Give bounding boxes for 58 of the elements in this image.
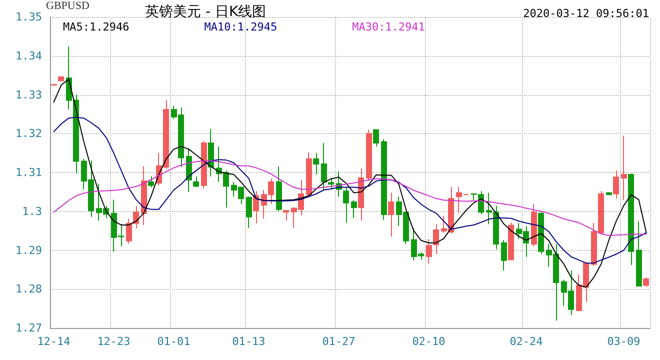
candlestick <box>276 166 282 212</box>
candlestick <box>606 192 612 196</box>
y-tick-label: 1.35 <box>16 10 42 24</box>
x-tick-label: 12-23 <box>97 335 130 348</box>
candlestick <box>538 212 544 255</box>
candlestick <box>628 173 634 266</box>
candlestick <box>253 190 259 224</box>
y-tick-label: 1.32 <box>16 127 42 140</box>
candlestick <box>133 205 139 229</box>
x-tick-label: 01-27 <box>322 335 356 348</box>
candlestick <box>381 138 387 220</box>
x-tick-label: 01-01 <box>157 335 190 348</box>
text: MA10:1.2945 <box>204 20 278 34</box>
chart-subtitle: 2020-03-12 09:56:01 <box>523 7 650 20</box>
candlestick <box>388 192 394 238</box>
candlestick <box>621 135 627 201</box>
candlestick <box>141 166 147 226</box>
y-tick-label: 1.31 <box>16 166 42 179</box>
x-tick-label: 03-09 <box>607 335 640 348</box>
candlestick <box>613 170 619 200</box>
candlestick <box>366 129 372 182</box>
candlestick <box>201 140 207 189</box>
y-axis-title: GBPUSD <box>46 0 90 12</box>
candlestick <box>531 203 537 247</box>
y-tick-label: 1.33 <box>16 88 42 102</box>
y-tick-label: 1.27 <box>16 322 42 334</box>
candlestick <box>246 196 252 229</box>
y-tick-label: 1.3 <box>22 204 42 218</box>
x-tick-label: 02-10 <box>412 335 446 348</box>
text: MA30:1.2941 <box>352 20 425 34</box>
candlestick <box>501 240 507 271</box>
line-series <box>53 78 647 288</box>
candlestick <box>283 210 289 222</box>
candlestick <box>58 76 64 82</box>
candlestick <box>636 220 642 287</box>
candlestick <box>351 200 357 218</box>
x-tick-label: 12-14 <box>37 335 71 348</box>
text: MA5:1.2946 <box>63 20 130 34</box>
line-series <box>53 116 647 264</box>
candlestick <box>643 276 649 288</box>
candlestick <box>148 176 154 188</box>
candlestick <box>343 186 349 224</box>
candlestick <box>508 222 514 261</box>
y-tick-label: 1.34 <box>16 49 42 62</box>
candlestick <box>126 218 132 244</box>
candlestick <box>186 148 192 192</box>
candlestick <box>193 176 199 188</box>
y-tick-label: 1.28 <box>16 282 42 296</box>
chart-title: 英镑美元 - 日K线图 <box>145 4 266 20</box>
candlestick <box>373 128 379 147</box>
y-tick-label: 1.29 <box>16 244 42 257</box>
candlestick <box>358 168 364 222</box>
candlestick <box>208 128 214 177</box>
candlestick <box>306 152 312 198</box>
line-series <box>53 160 647 236</box>
candlestick <box>313 152 319 175</box>
x-tick-label: 02-24 <box>510 335 544 348</box>
x-tick-label: 01-13 <box>232 335 266 348</box>
